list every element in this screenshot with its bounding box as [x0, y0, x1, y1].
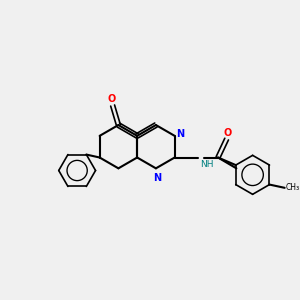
- Text: O: O: [224, 128, 232, 138]
- Text: N: N: [153, 173, 161, 183]
- Text: NH: NH: [200, 160, 213, 169]
- Text: O: O: [107, 94, 115, 104]
- Text: N: N: [176, 129, 184, 140]
- Text: CH₃: CH₃: [286, 183, 300, 192]
